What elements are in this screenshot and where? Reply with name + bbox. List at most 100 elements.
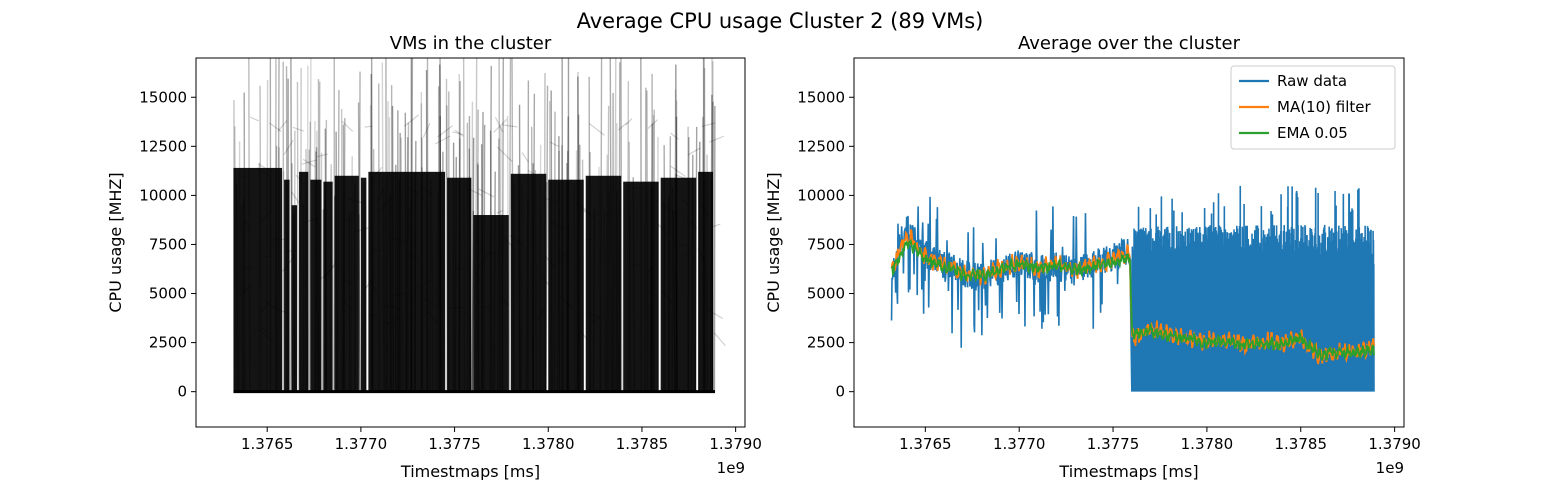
- vm-trace: [258, 163, 275, 175]
- vm-spike: [606, 105, 610, 392]
- legend-label: EMA 0.05: [1277, 124, 1348, 142]
- vm-trace: [395, 240, 406, 244]
- vm-trace: [579, 208, 591, 215]
- vm-spike: [320, 152, 323, 392]
- vm-spike: [309, 58, 312, 392]
- vm-spike: [410, 58, 414, 392]
- vm-spike: [532, 93, 536, 392]
- vm-spike: [632, 177, 636, 392]
- vm-trace: [617, 122, 628, 131]
- vm-trace: [706, 308, 724, 320]
- vm-trace-block: [360, 177, 367, 392]
- vm-trace: [437, 125, 454, 138]
- vm-spike: [278, 147, 281, 392]
- vm-spike: [711, 179, 714, 392]
- vm-spike: [538, 144, 542, 392]
- vm-trace-block: [299, 171, 309, 392]
- vm-trace: [661, 203, 676, 215]
- vm-spike: [557, 151, 560, 392]
- vm-trace: [670, 132, 679, 140]
- vm-spike: [439, 58, 442, 392]
- vm-trace: [656, 223, 669, 236]
- x-tick-label: 1.3790: [709, 435, 762, 453]
- vm-spike: [511, 58, 514, 392]
- vm-spike: [370, 58, 374, 392]
- vm-spike: [385, 58, 388, 392]
- vm-trace: [418, 278, 434, 289]
- vm-trace: [405, 185, 419, 194]
- vm-spike: [545, 181, 548, 392]
- x-tick-label: 1.3770: [993, 435, 1046, 453]
- vm-trace: [711, 223, 721, 228]
- vm-trace: [645, 288, 655, 295]
- y-tick-label: 12500: [797, 137, 845, 155]
- vm-trace: [481, 306, 491, 309]
- vm-trace: [493, 118, 508, 133]
- y-tick-label: 10000: [139, 186, 187, 204]
- vm-trace: [316, 153, 328, 158]
- vm-spike: [292, 214, 296, 392]
- vm-spike: [628, 214, 631, 392]
- vm-spike: [369, 105, 373, 392]
- vm-spike: [489, 130, 493, 392]
- x-tick-label: 1.3765: [241, 435, 294, 453]
- y-tick-label: 7500: [149, 235, 187, 253]
- axes-frame: [853, 57, 1405, 428]
- vm-spike: [497, 138, 500, 392]
- panel-vms-in-cluster: VMs in the cluster 1.3765 1.3770 1.3775 1.37…: [106, 33, 762, 480]
- vm-spike: [324, 128, 327, 392]
- vm-trace: [542, 277, 550, 286]
- x-tick-label: 1.3785: [1275, 435, 1328, 453]
- vm-spike: [372, 149, 375, 392]
- vm-trace: [386, 317, 401, 325]
- vm-spike: [561, 58, 564, 392]
- vm-spike: [342, 186, 345, 392]
- vm-spike: [277, 58, 280, 392]
- vm-spike: [391, 105, 395, 392]
- y-tick-label: 2500: [149, 334, 187, 352]
- vm-trace: [256, 167, 270, 176]
- vm-trace: [590, 312, 606, 324]
- vm-trace: [343, 278, 352, 286]
- vm-trace: [394, 292, 406, 297]
- vm-trace: [585, 238, 595, 241]
- vm-trace: [581, 206, 595, 219]
- vm-trace: [535, 307, 546, 323]
- vm-trace: [697, 248, 706, 262]
- vm-spike: [429, 180, 432, 392]
- vm-trace: [264, 301, 277, 310]
- vm-trace: [470, 189, 483, 196]
- vm-spike: [703, 180, 706, 392]
- vm-trace: [243, 266, 254, 270]
- vm-trace: [249, 116, 259, 122]
- vm-trace-block: [585, 175, 622, 392]
- vm-trace: [364, 275, 375, 290]
- vm-spike: [668, 136, 672, 392]
- vm-trace: [699, 203, 710, 217]
- vm-spike: [577, 76, 580, 392]
- y-tick-label: 2500: [807, 334, 845, 352]
- vm-spike: [581, 159, 585, 392]
- vm-spike: [539, 210, 543, 392]
- vm-spike: [476, 162, 480, 392]
- vm-spike: [414, 140, 417, 392]
- vm-spike: [335, 131, 338, 392]
- vm-spike: [242, 198, 245, 392]
- vm-spike: [400, 137, 404, 392]
- vm-trace: [435, 135, 451, 145]
- legend-label: Raw data: [1277, 72, 1347, 90]
- panel-title: VMs in the cluster: [390, 33, 552, 54]
- vm-spike: [259, 85, 262, 392]
- vm-spike: [370, 73, 373, 392]
- vm-trace-block: [323, 181, 333, 392]
- vm-trace-block: [698, 171, 714, 392]
- vm-trace: [292, 126, 305, 132]
- plot-area: [233, 58, 726, 394]
- vm-trace: [645, 266, 654, 276]
- vm-spike: [599, 58, 603, 392]
- vm-trace: [498, 294, 510, 306]
- vm-spike: [324, 194, 328, 392]
- vm-spike: [458, 74, 461, 392]
- vm-spike: [458, 81, 461, 392]
- vm-spike: [324, 119, 328, 392]
